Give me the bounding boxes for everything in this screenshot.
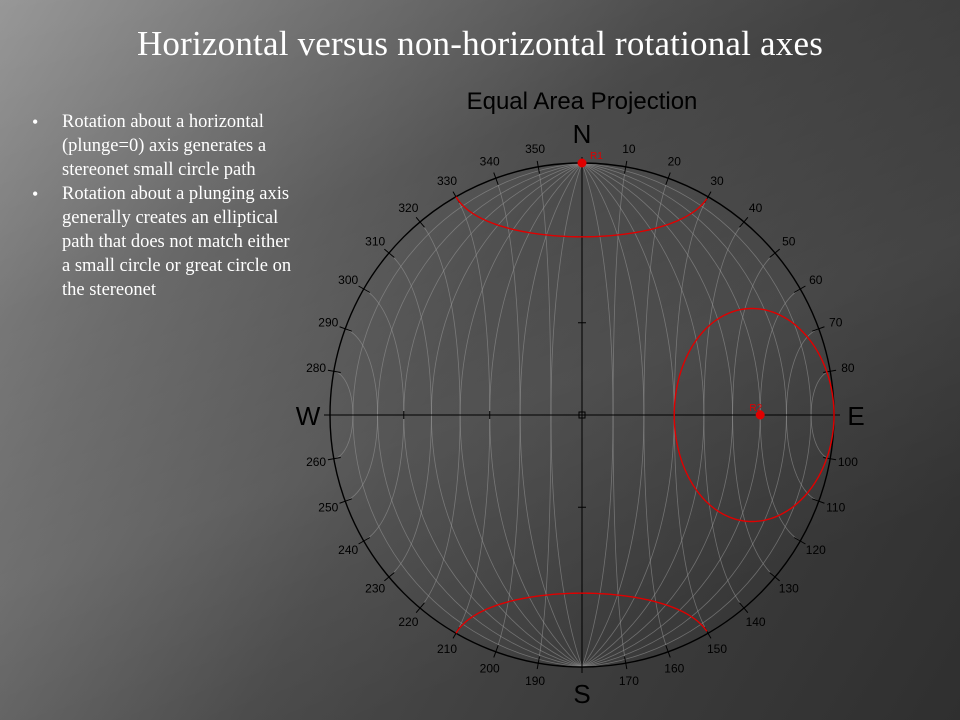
perimeter-tick [493,645,499,658]
degree-label: 20 [668,154,682,168]
perimeter-tick [739,217,749,228]
perimeter-tick [823,369,837,373]
perimeter-tick [415,602,425,613]
slide-title: Horizontal versus non-horizontal rotatio… [136,24,824,63]
degree-label: 110 [826,500,845,514]
degree-label: 300 [338,273,358,287]
perimeter-tick [327,457,341,461]
rotation-axis-label: R1 [590,151,603,162]
degree-label: 150 [707,642,727,656]
stereonet-plot: 10 20 30 40 50 60 70 80 100 110 120 130 140 150 160 170… [296,119,865,709]
degree-label: 260 [306,455,326,469]
degree-label: 70 [829,316,843,330]
degree-label: 130 [779,582,799,596]
perimeter-tick [536,656,540,670]
rotation-axis-label: R2 [749,403,762,414]
perimeter-tick [769,572,780,582]
rotation-axis-point [577,158,587,168]
perimeter-tick [384,248,395,258]
bullet-list: Rotation about a horizontal (plunge=0) a… [32,110,292,302]
degree-label: 170 [619,674,639,688]
perimeter-tick [665,645,671,658]
degree-label: 10 [622,142,636,156]
center-marker [578,411,586,419]
stereonet-degree-labels: 10 20 30 40 50 60 70 80 100 110 120 130 140 150 160 170… [306,142,858,688]
perimeter-tick [665,172,671,185]
perimeter-tick [624,656,628,670]
degree-label: 280 [306,361,326,375]
stereonet-panel: Equal Area Projection 10 20 30 40 50 60 70 80 10… [282,82,882,712]
degree-label: 140 [746,615,766,629]
degree-label: 240 [338,543,358,557]
stereonet-title: Equal Area Projection [466,88,698,115]
degree-label: 40 [749,201,763,215]
rotation-path [455,196,708,238]
degree-label: 320 [398,201,418,215]
degree-label: 210 [437,642,457,656]
perimeter-tick [793,537,806,545]
degree-label: 100 [838,455,858,469]
rotation-paths: R1 R2 [455,151,835,634]
degree-label: 60 [809,273,823,287]
perimeter-tick [536,160,540,174]
degree-label: 160 [664,662,684,676]
perimeter-tick [812,326,825,332]
rotation-axis-point [755,410,765,420]
perimeter-tick [415,217,425,228]
perimeter-tick [327,369,341,373]
degree-label: 250 [318,500,338,514]
rotation-path [673,307,835,523]
degree-label: 30 [710,174,724,188]
degree-label: 310 [365,234,385,248]
perimeter-tick [793,285,806,293]
bullet-item: Rotation about a plunging axis generally… [32,182,292,302]
perimeter-tick [624,160,628,174]
degree-label: 330 [437,174,457,188]
degree-label: 350 [525,142,545,156]
perimeter-tick [739,602,749,613]
compass-labels: N E S W [296,119,865,709]
perimeter-tick [339,498,352,504]
degree-label: 80 [841,361,855,375]
perimeter-tick [769,248,780,258]
compass-east-label: E [847,401,864,431]
degree-label: 190 [525,674,545,688]
perimeter-tick [493,172,499,185]
degree-label: 220 [398,615,418,629]
perimeter-tick [358,537,371,545]
compass-south-label: S [573,679,590,709]
perimeter-tick [339,326,352,332]
perimeter-tick [384,572,395,582]
degree-label: 340 [480,154,500,168]
rotation-path [455,592,708,634]
degree-label: 200 [480,662,500,676]
degree-label: 290 [318,316,338,330]
compass-west-label: W [296,401,321,431]
bullet-item: Rotation about a horizontal (plunge=0) a… [32,110,292,182]
compass-north-label: N [573,119,592,149]
perimeter-tick [823,457,837,461]
degree-label: 120 [806,543,826,557]
perimeter-tick [358,285,371,293]
degree-label: 230 [365,582,385,596]
perimeter-tick [812,498,825,504]
degree-label: 50 [782,234,796,248]
